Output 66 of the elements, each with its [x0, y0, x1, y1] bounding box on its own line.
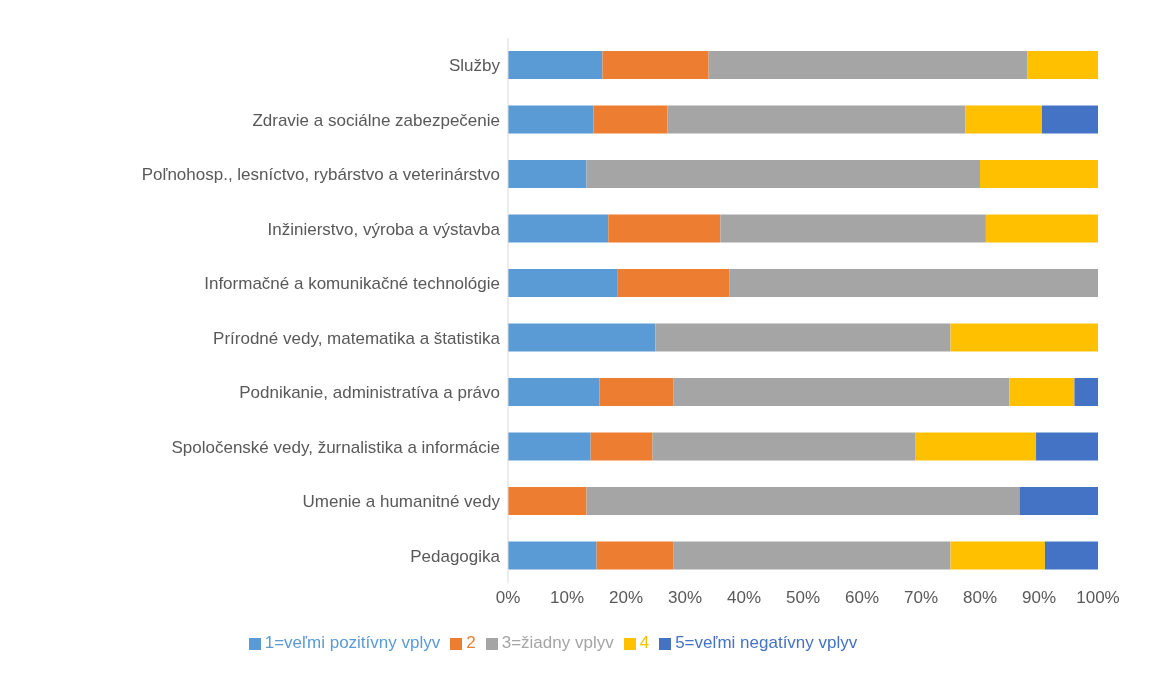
legend-label: 4	[639, 633, 650, 652]
bar	[1027, 51, 1098, 79]
bar	[508, 105, 594, 134]
y-tick-label: Informačné a komunikačné technológie	[204, 274, 500, 294]
bar	[508, 269, 618, 297]
x-tick-label: 20%	[608, 588, 644, 608]
bar	[590, 432, 653, 461]
bar	[508, 51, 603, 79]
y-tick-label: Poľnohosp., lesníctvo, rybárstvo a veterinárstvo	[141, 165, 500, 185]
bar	[1009, 378, 1075, 406]
y-tick-label: Prírodné vedy, matematika a štatistika	[213, 328, 501, 348]
bar	[596, 541, 674, 570]
bar	[508, 432, 591, 461]
y-tick-label: Podnikanie, administratíva a právo	[239, 383, 500, 403]
bar	[586, 487, 1020, 515]
bar	[508, 214, 609, 243]
x-tick-label: 40%	[726, 588, 762, 608]
bar	[729, 269, 1098, 297]
bar	[915, 432, 1037, 461]
x-tick-label: 50%	[785, 588, 821, 608]
bar	[508, 487, 587, 515]
x-tick-label: 60%	[844, 588, 880, 608]
bar	[950, 541, 1045, 570]
x-tick-label: 30%	[667, 588, 703, 608]
bar	[652, 432, 916, 461]
bar	[1074, 378, 1098, 406]
bar	[1044, 541, 1098, 570]
bar	[655, 323, 951, 352]
x-tick-label: 90%	[1021, 588, 1057, 608]
x-tick-label: 10%	[549, 588, 585, 608]
bar	[1019, 487, 1098, 515]
y-tick-label: Zdravie a sociálne zabezpečenie	[252, 110, 500, 130]
bar	[508, 541, 597, 570]
bar	[673, 378, 1010, 406]
bar	[599, 378, 674, 406]
bar	[1041, 105, 1098, 134]
legend-label: 2	[466, 633, 476, 652]
bar	[667, 105, 966, 134]
y-tick-label: Inžinierstvo, výroba a výstavba	[267, 219, 501, 239]
bar	[673, 541, 951, 570]
y-tick-label: Umenie a humanitné vedy	[302, 492, 501, 512]
legend-label: 5=veľmi negatívny vplyv	[675, 633, 858, 652]
bar	[950, 323, 1098, 352]
bar	[593, 105, 668, 134]
bar	[980, 160, 1098, 188]
bar	[602, 51, 709, 79]
bar	[708, 51, 1028, 79]
legend-label: 3=žiadny vplyv	[501, 633, 614, 652]
bar	[720, 214, 986, 243]
bar	[1036, 432, 1098, 461]
bar	[985, 214, 1098, 243]
bar	[586, 160, 980, 188]
x-tick-label: 100%	[1076, 588, 1120, 608]
bar	[508, 160, 587, 188]
bar	[608, 214, 721, 243]
y-tick-label: Spoločenské vedy, žurnalistika a informácie	[171, 437, 500, 457]
y-tick-label: Pedagogika	[410, 546, 501, 566]
x-tick-label: 80%	[962, 588, 998, 608]
x-tick-label: 70%	[903, 588, 939, 608]
bar	[508, 323, 656, 352]
legend-label: 1=veľmi pozitívny vplyv	[264, 633, 441, 652]
x-tick-label: 0%	[495, 588, 521, 608]
bar	[508, 378, 600, 406]
bar	[617, 269, 730, 297]
bar	[965, 105, 1042, 134]
y-tick-label: Služby	[448, 56, 501, 76]
